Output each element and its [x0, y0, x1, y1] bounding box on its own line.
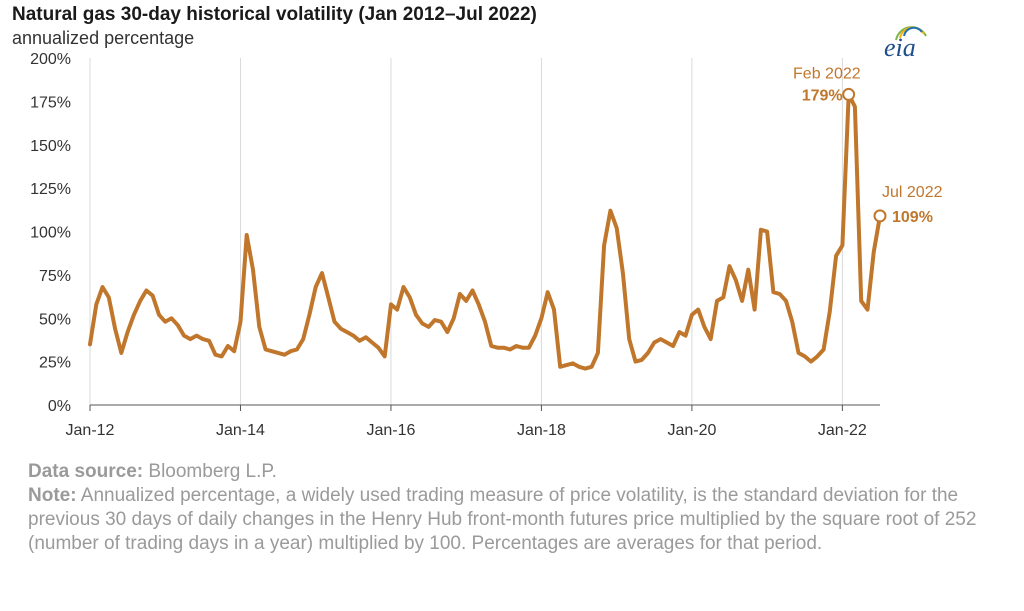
- eia-logo-text: eia: [884, 33, 916, 62]
- x-tick-label: Jan-16: [366, 422, 415, 439]
- y-tick-label: 150%: [30, 138, 71, 155]
- eia-logo-rays: [895, 26, 927, 41]
- x-axis: Jan-12 Jan-14 Jan-16 Jan-18 Jan-20 Jan-22: [66, 405, 867, 439]
- chart-subtitle: annualized percentage: [12, 28, 195, 48]
- note-label: Note:: [28, 485, 77, 506]
- grid-lines: [89, 58, 843, 405]
- source-label: Data source:: [28, 461, 144, 482]
- plot-area: [88, 92, 882, 371]
- eia-logo-icon[interactable]: eia: [880, 18, 940, 62]
- x-tick-label: Jan-20: [667, 422, 716, 439]
- source-text: Bloomberg L.P.: [148, 461, 277, 482]
- y-tick-label: 200%: [30, 51, 71, 68]
- y-tick-label: 125%: [30, 181, 71, 198]
- footer: Data source: Bloomberg L.P. Note: Annual…: [28, 460, 1008, 556]
- annotation-marker: [842, 87, 856, 101]
- annotation-value: 109%: [892, 209, 933, 226]
- y-tick-label: 0%: [48, 398, 71, 415]
- y-tick-label: 75%: [39, 268, 71, 285]
- annotations: Feb 2022 179% Jul 2022 109%: [793, 65, 943, 225]
- annotation-marker: [873, 209, 887, 223]
- x-tick-label: Jan-22: [818, 422, 867, 439]
- annotation-label: Jul 2022: [882, 184, 943, 201]
- x-tick-label: Jan-18: [517, 422, 566, 439]
- chart-title: Natural gas 30-day historical volatility…: [12, 4, 537, 25]
- y-tick-label: 25%: [39, 355, 71, 372]
- volatility-chart: 0%25%50%75%100%125%150%175%200% Jan-12 Ja…: [30, 51, 943, 439]
- y-axis: 0% 25% 50% 75% 100% 125% 150% 175% 200%: [30, 51, 71, 415]
- x-tick-label: Jan-14: [216, 422, 265, 439]
- y-tick-label: 175%: [30, 94, 71, 111]
- y-tick-label: 100%: [30, 225, 71, 242]
- annotation-label: Feb 2022: [793, 65, 861, 82]
- x-tick-label: Jan-12: [66, 422, 115, 439]
- annotation-value: 179%: [802, 87, 843, 104]
- note-text: Annualized percentage, a widely used tra…: [28, 485, 977, 554]
- note: Note: Annualized percentage, a widely us…: [28, 484, 1008, 556]
- y-tick-label: 50%: [39, 311, 71, 328]
- data-source: Data source: Bloomberg L.P.: [28, 460, 1008, 484]
- volatility-series-line: [88, 92, 882, 371]
